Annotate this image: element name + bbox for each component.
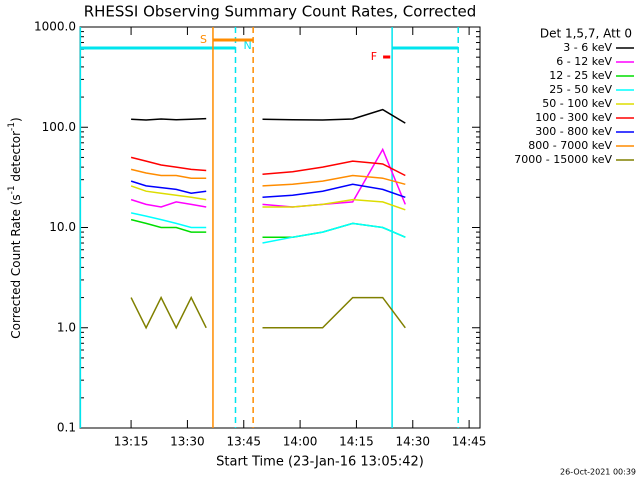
y-tick-label: 1000.0: [34, 20, 76, 34]
series-line: [131, 108, 406, 124]
x-tick-label: 14:45: [452, 435, 487, 449]
legend-label: 3 - 6 keV: [563, 41, 612, 54]
y-label-part: detector: [9, 131, 23, 186]
interval-label: F: [371, 50, 377, 63]
x-tick-label: 14:00: [283, 435, 318, 449]
legend-label: 50 - 100 keV: [542, 97, 612, 110]
y-tick-label: 0.1: [57, 421, 76, 435]
legend-label: 12 - 25 keV: [549, 69, 612, 82]
legend-label: 100 - 300 keV: [535, 111, 612, 124]
interval-label: S: [200, 33, 207, 46]
timestamp: 26-Oct-2021 00:39: [560, 468, 636, 477]
legend-label: 6 - 12 keV: [556, 55, 612, 68]
plot-frame: [79, 26, 481, 429]
chart-title: RHESSI Observing Summary Count Rates, Co…: [84, 3, 477, 21]
y-label-part: -1: [7, 185, 17, 194]
y-tick-label: 1.0: [57, 320, 76, 334]
legend-label: 300 - 800 keV: [535, 125, 612, 138]
legend-label: 800 - 7000 keV: [528, 139, 612, 152]
x-tick-label: 14:15: [339, 435, 374, 449]
legend-title: Det 1,5,7, Att 0: [540, 27, 632, 41]
series-line: [130, 185, 406, 211]
x-tick-label: 13:30: [170, 435, 205, 449]
legend-label: 7000 - 15000 keV: [514, 153, 612, 166]
series-line: [130, 147, 406, 208]
y-axis-label: Corrected Count Rate (s-1 detector-1): [7, 117, 23, 338]
series-line: [130, 168, 406, 187]
series-line: [130, 212, 406, 244]
x-axis-label: Start Time (23-Jan-16 13:05:42): [216, 455, 424, 470]
y-label-part: Corrected Count Rate (s: [9, 194, 23, 338]
x-tick-label: 14:30: [395, 435, 430, 449]
x-tick-label: 13:45: [226, 435, 261, 449]
y-tick-label: 100.0: [42, 120, 76, 134]
series-line: [130, 156, 406, 177]
x-tick-label: 13:15: [114, 435, 149, 449]
y-tick-label: 10.0: [49, 220, 76, 234]
y-label-part: -1: [7, 122, 17, 131]
y-label-part: ): [9, 117, 23, 122]
interval-label: N: [243, 39, 251, 52]
legend-label: 25 - 50 keV: [549, 83, 612, 96]
series-line: [130, 180, 406, 199]
series-line: [130, 295, 406, 330]
